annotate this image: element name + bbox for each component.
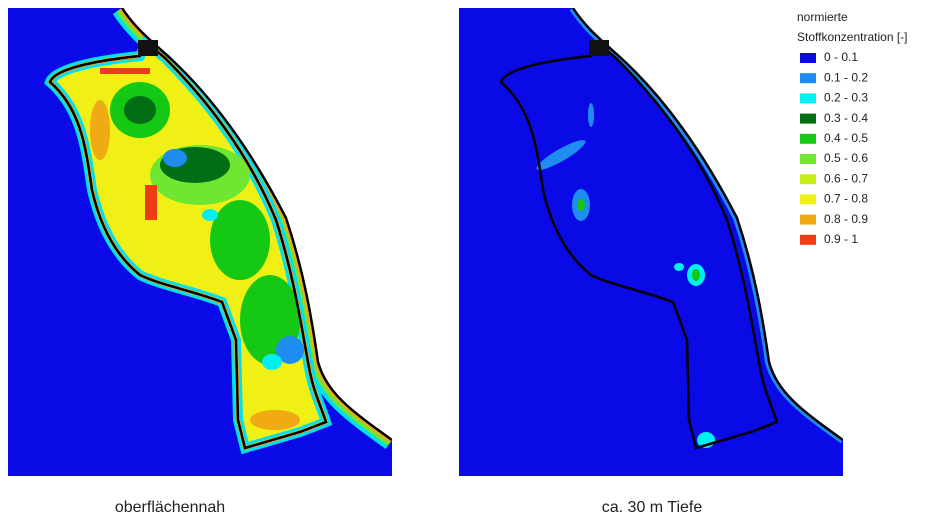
panel-caption: ca. 30 m Tiefe (602, 499, 703, 516)
patch (100, 68, 150, 74)
figure: normierte Stoffkonzentration [-] 0 - 0.1… (0, 0, 949, 519)
patch (577, 199, 585, 211)
patch (250, 410, 300, 430)
legend-swatch (800, 154, 816, 164)
patch (262, 354, 282, 370)
structure (138, 40, 158, 56)
structure (589, 40, 609, 56)
legend-swatch (800, 174, 816, 184)
patch (145, 185, 157, 220)
legend-label: 0.7 - 0.8 (824, 192, 868, 206)
patch (163, 149, 187, 167)
patch (210, 200, 270, 280)
page-body: {"panels": [{"caption": "oberflächennah"… (0, 0, 949, 519)
legend-swatch (800, 235, 816, 245)
patch (202, 209, 218, 221)
legend-swatch (800, 194, 816, 204)
legend-swatch (800, 134, 816, 144)
patch (124, 96, 156, 124)
legend-label: 0.9 - 1 (824, 232, 858, 246)
legend-label: 0.1 - 0.2 (824, 70, 868, 84)
legend-swatch (800, 53, 816, 63)
map-surface (8, 8, 392, 476)
legend-swatch (800, 215, 816, 225)
map-depth (459, 8, 843, 476)
patch (674, 263, 684, 271)
legend-label: 0.2 - 0.3 (824, 91, 868, 105)
legend-title: normierte (797, 10, 848, 24)
patch (90, 100, 110, 160)
legend-swatch (800, 114, 816, 124)
patch (692, 269, 700, 281)
legend-swatch (800, 93, 816, 103)
panel-caption: oberflächennah (115, 499, 225, 516)
legend-label: 0.4 - 0.5 (824, 131, 868, 145)
legend-label: 0 - 0.1 (824, 50, 858, 64)
legend-label: 0.3 - 0.4 (824, 111, 868, 125)
legend-label: 0.6 - 0.7 (824, 171, 868, 185)
legend-label: 0.8 - 0.9 (824, 212, 868, 226)
page: body { margin: 0; width: 949px; height: … (0, 0, 949, 519)
patch (588, 103, 594, 127)
legend-title: Stoffkonzentration [-] (797, 30, 908, 44)
legend-label: 0.5 - 0.6 (824, 151, 868, 165)
legend-swatch (800, 73, 816, 83)
